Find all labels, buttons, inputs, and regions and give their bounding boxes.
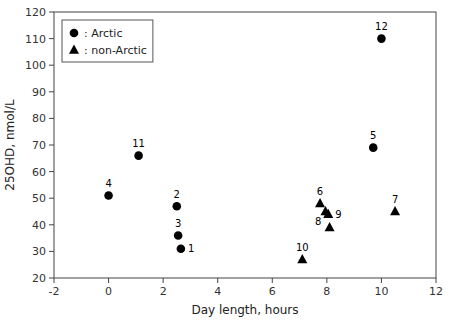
- tick-label: -2: [49, 285, 60, 298]
- point-label: 7: [392, 194, 398, 205]
- tick-mark: [49, 224, 54, 225]
- point: [377, 34, 386, 43]
- legend-marker: [69, 45, 79, 54]
- tick-label: 4: [214, 285, 221, 298]
- tick-mark: [54, 278, 55, 283]
- tick-label: 80: [32, 112, 46, 125]
- tick-mark: [49, 91, 54, 92]
- point: [134, 151, 143, 160]
- point-label: 3: [175, 218, 181, 229]
- tick-mark: [436, 278, 437, 283]
- legend-label: : non-Arctic: [84, 44, 147, 57]
- tick-mark: [217, 278, 218, 283]
- tick-mark: [49, 118, 54, 119]
- tick-mark: [326, 278, 327, 283]
- tick-mark: [381, 278, 382, 283]
- chart: -20246810122030405060708090100110120Day …: [0, 0, 450, 320]
- point: [297, 254, 307, 263]
- tick-label: 20: [32, 272, 46, 285]
- y-axis-label: 25OHD, nmol/L: [3, 99, 17, 191]
- tick-label: 90: [32, 86, 46, 99]
- tick-label: 60: [32, 166, 46, 179]
- tick-label: 70: [32, 139, 46, 152]
- point: [390, 206, 400, 215]
- tick-mark: [49, 171, 54, 172]
- tick-mark: [49, 65, 54, 66]
- tick-label: 8: [323, 285, 330, 298]
- tick-label: 50: [32, 192, 46, 205]
- plot-frame: [54, 12, 436, 278]
- tick-mark: [49, 278, 54, 279]
- tick-label: 6: [269, 285, 276, 298]
- point: [177, 244, 186, 253]
- point-label: 12: [375, 21, 388, 32]
- tick-mark: [49, 198, 54, 199]
- tick-label: 110: [25, 33, 46, 46]
- tick-mark: [49, 145, 54, 146]
- point-label: 8: [315, 216, 321, 227]
- point-label: 2: [174, 189, 180, 200]
- legend-label: : Arctic: [84, 27, 122, 40]
- point: [104, 191, 113, 200]
- point: [315, 198, 325, 207]
- point-label: 6: [317, 186, 323, 197]
- tick-label: 30: [32, 245, 46, 258]
- x-axis-label: Day length, hours: [191, 303, 298, 317]
- legend-marker: [70, 29, 79, 38]
- tick-label: 120: [25, 6, 46, 19]
- tick-label: 40: [32, 219, 46, 232]
- legend: : Arctic : non-Arctic: [62, 20, 153, 62]
- point: [172, 202, 181, 211]
- point-labels: 4 2 1 3 11 5 12 6 9 8 10 7: [105, 21, 398, 254]
- point-label: 1: [188, 243, 194, 254]
- tick-label: 2: [160, 285, 167, 298]
- point: [325, 222, 335, 231]
- tick-mark: [49, 251, 54, 252]
- tick-mark: [108, 278, 109, 283]
- point-label: 10: [296, 242, 309, 253]
- tick-mark: [272, 278, 273, 283]
- point: [369, 143, 378, 152]
- tick-label: 0: [105, 285, 112, 298]
- tick-label: 10: [374, 285, 388, 298]
- tick-mark: [49, 38, 54, 39]
- point-label: 4: [105, 178, 111, 189]
- points: [104, 34, 400, 263]
- legend-box: [62, 20, 153, 62]
- axes: -20246810122030405060708090100110120: [25, 6, 443, 298]
- tick-mark: [163, 278, 164, 283]
- point-label: 9: [335, 209, 341, 220]
- tick-label: 100: [25, 59, 46, 72]
- point-label: 5: [370, 130, 376, 141]
- point-label: 11: [132, 138, 145, 149]
- tick-label: 12: [429, 285, 443, 298]
- point: [174, 231, 183, 240]
- point: [320, 206, 330, 215]
- tick-mark: [49, 12, 54, 13]
